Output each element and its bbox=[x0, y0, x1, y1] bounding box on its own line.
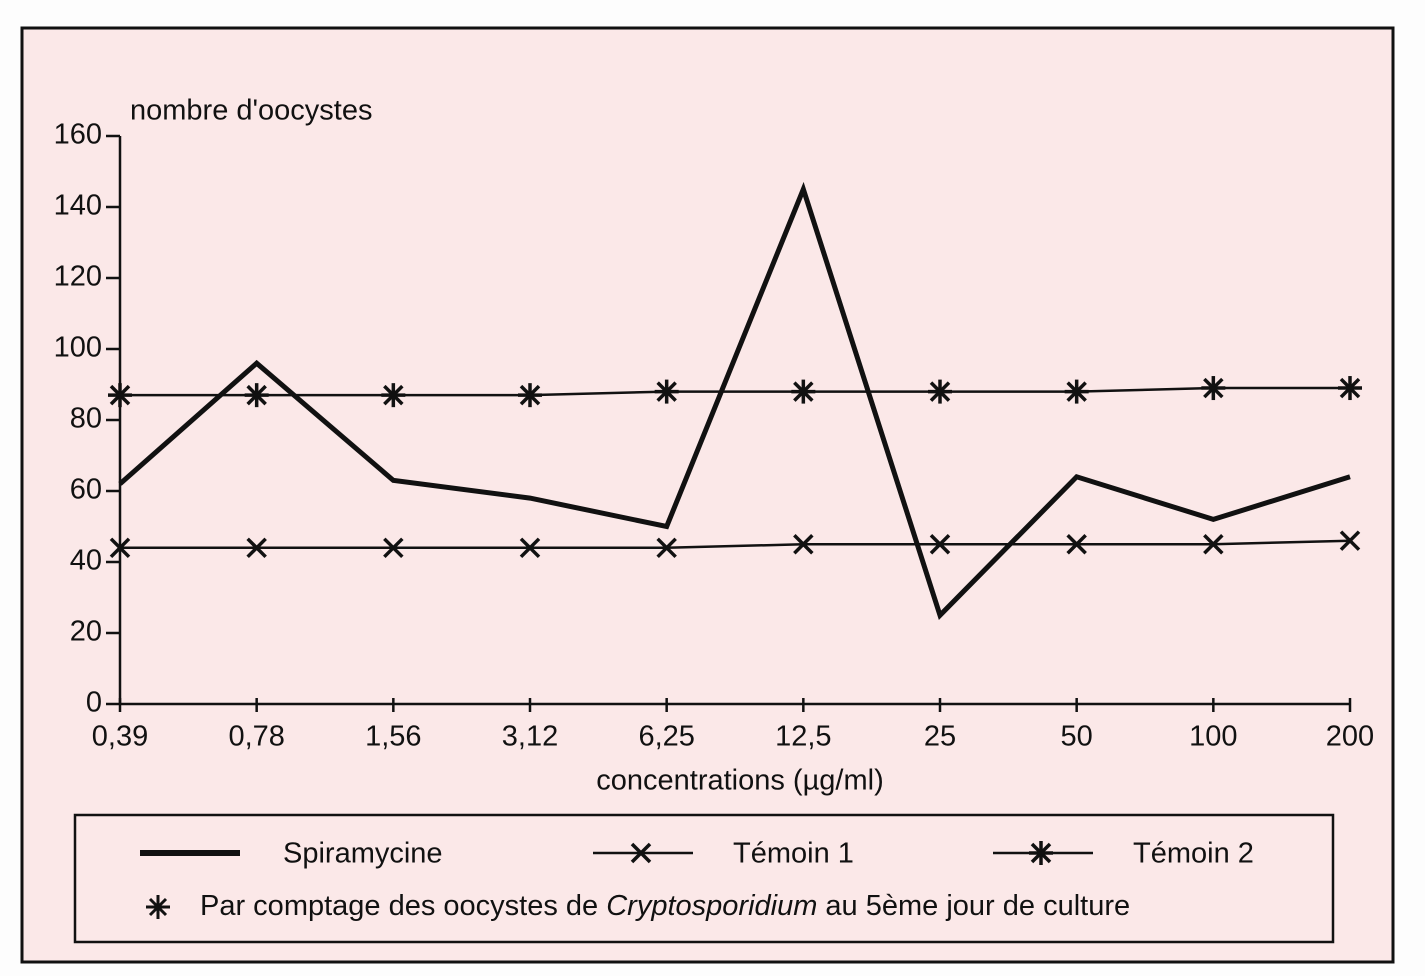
marker-stroke bbox=[1203, 534, 1224, 555]
point-marker bbox=[108, 383, 132, 408]
y-tick-label: 20 bbox=[70, 616, 102, 648]
note-text: Par comptage des oocystes de Cryptospori… bbox=[200, 890, 1130, 922]
point-marker bbox=[928, 379, 952, 404]
y-tick-label: 40 bbox=[70, 545, 102, 577]
legend-label: Spiramycine bbox=[283, 838, 443, 870]
point-marker bbox=[1338, 376, 1362, 401]
marker-stroke bbox=[383, 537, 404, 559]
y-tick-label: 140 bbox=[54, 190, 102, 222]
note-italic: Cryptosporidium bbox=[606, 890, 817, 922]
marker-stroke bbox=[793, 534, 814, 555]
note-star bbox=[146, 895, 170, 919]
legend-label: Témoin 2 bbox=[1133, 838, 1254, 870]
note-part: Par comptage des oocystes de bbox=[200, 890, 606, 922]
y-tick-label: 0 bbox=[86, 687, 102, 719]
point-marker bbox=[518, 383, 542, 408]
point-marker bbox=[1066, 534, 1087, 555]
x-tick-label: 6,25 bbox=[638, 721, 694, 753]
y-tick-label: 100 bbox=[54, 332, 102, 364]
point-marker bbox=[383, 537, 404, 559]
x-tick-label: 50 bbox=[1061, 721, 1093, 753]
y-tick-label: 80 bbox=[70, 403, 102, 435]
x-tick-label: 12,5 bbox=[775, 721, 831, 753]
marker-stroke bbox=[246, 537, 267, 559]
chart-frame bbox=[20, 26, 1395, 964]
x-tick-label: 0,78 bbox=[228, 721, 284, 753]
x-tick-label: 3,12 bbox=[502, 721, 558, 753]
y-tick-label: 60 bbox=[70, 474, 102, 506]
point-marker bbox=[1203, 534, 1224, 555]
x-tick-label: 1,56 bbox=[365, 721, 421, 753]
point-marker bbox=[630, 842, 652, 864]
point-marker bbox=[1029, 841, 1053, 865]
point-marker bbox=[656, 537, 677, 559]
point-marker bbox=[246, 537, 267, 559]
series-line bbox=[120, 386, 1350, 397]
x-axis-label: concentrations (µg/ml) bbox=[596, 765, 883, 797]
marker-stroke bbox=[630, 842, 652, 864]
series-line bbox=[118, 181, 1351, 620]
x-tick-label: 100 bbox=[1189, 721, 1237, 753]
point-marker bbox=[1201, 376, 1226, 401]
point-marker bbox=[109, 537, 131, 559]
marker-stroke bbox=[109, 537, 131, 559]
legend-label: Témoin 1 bbox=[733, 838, 854, 870]
x-tick-label: 200 bbox=[1326, 721, 1374, 753]
point-marker bbox=[654, 379, 679, 404]
y-axis-label: nombre d'oocystes bbox=[130, 95, 373, 127]
point-marker bbox=[929, 534, 951, 555]
point-marker bbox=[793, 534, 814, 555]
note-part: au 5ème jour de culture bbox=[817, 890, 1130, 922]
marker-stroke bbox=[1066, 534, 1087, 555]
y-tick-label: 160 bbox=[54, 119, 102, 151]
point-marker bbox=[519, 537, 541, 559]
point-marker bbox=[1064, 379, 1089, 404]
point-marker bbox=[244, 383, 269, 408]
point-marker bbox=[381, 383, 406, 408]
x-tick-label: 0,39 bbox=[92, 721, 148, 753]
legend-note: Par comptage des oocystes de Cryptospori… bbox=[146, 890, 1130, 922]
x-tick-label: 25 bbox=[924, 721, 956, 753]
marker-stroke bbox=[1339, 530, 1361, 551]
y-tick-label: 120 bbox=[54, 261, 102, 293]
legend-box bbox=[73, 813, 1335, 944]
marker-stroke bbox=[656, 537, 677, 559]
point-marker bbox=[1339, 530, 1361, 551]
point-marker bbox=[791, 379, 816, 404]
marker-stroke bbox=[929, 534, 951, 555]
series-line bbox=[120, 539, 1351, 550]
marker-stroke bbox=[519, 537, 541, 559]
